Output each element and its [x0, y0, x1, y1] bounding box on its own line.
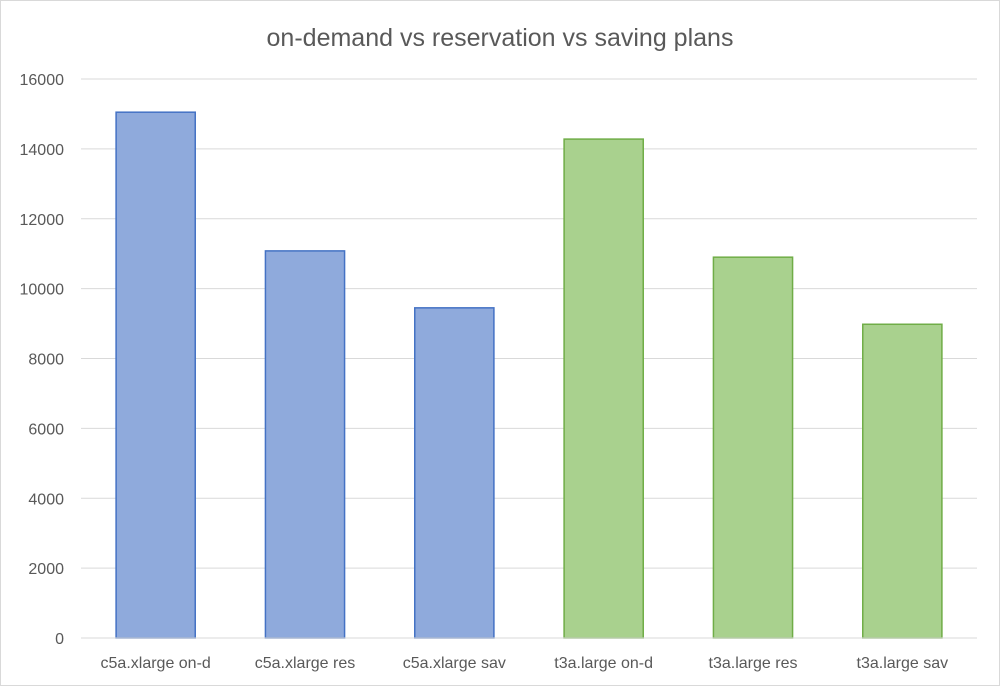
gridlines: [81, 78, 977, 569]
bar: [563, 138, 644, 639]
y-tick-label: 4000: [28, 491, 64, 508]
x-category-label: c5a.xlarge sav: [403, 655, 506, 672]
bars: [115, 111, 943, 639]
y-tick-label: 12000: [20, 212, 65, 229]
y-tick-label: 2000: [28, 561, 64, 578]
x-category-label: c5a.xlarge on-d: [101, 655, 211, 672]
y-axis-ticks: 0 2000 4000 6000 8000 10000 12000 14000 16000: [20, 72, 65, 648]
y-tick-label: 0: [55, 631, 64, 648]
y-tick-label: 14000: [20, 142, 65, 159]
bar: [264, 250, 346, 639]
y-tick-label: 8000: [28, 352, 64, 369]
bar: [712, 256, 794, 639]
chart-title: on-demand vs reservation vs saving plans: [267, 24, 734, 52]
x-axis-labels: c5a.xlarge on-d c5a.xlarge res c5a.xlarge …: [101, 655, 949, 672]
x-category-label: t3a.large on-d: [554, 655, 653, 672]
y-tick-label: 6000: [28, 421, 64, 438]
x-category-label: t3a.large res: [709, 655, 798, 672]
x-category-label: t3a.large sav: [857, 655, 949, 672]
bar: [414, 307, 495, 639]
y-tick-label: 10000: [20, 282, 65, 299]
bar: [115, 111, 196, 639]
bar: [862, 323, 943, 639]
x-category-label: c5a.xlarge res: [255, 655, 356, 672]
y-tick-label: 16000: [20, 72, 65, 89]
